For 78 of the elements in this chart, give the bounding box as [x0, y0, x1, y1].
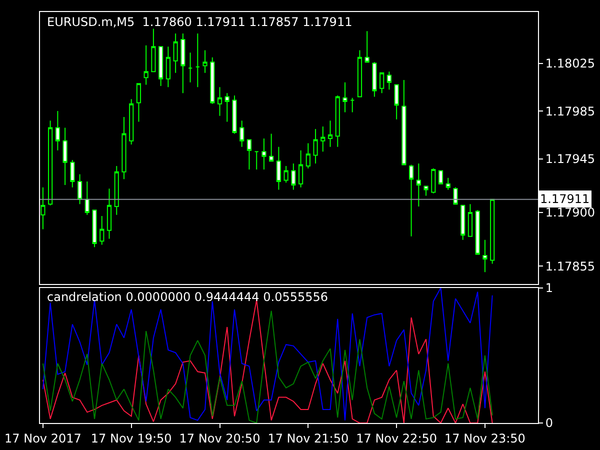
candlestick — [490, 198, 495, 264]
candlestick — [328, 120, 333, 148]
candlestick — [438, 170, 444, 184]
candlestick — [106, 188, 112, 240]
candlestick — [386, 71, 392, 90]
candlestick — [224, 92, 230, 122]
candlestick — [48, 120, 53, 206]
candlestick — [77, 174, 82, 205]
y-tick-label: 1.17945 — [545, 152, 596, 166]
candlestick — [372, 62, 377, 98]
candlestick — [202, 50, 208, 74]
candlestick — [335, 95, 340, 148]
y-tick-label: 1.17900 — [545, 206, 596, 220]
candlestick — [284, 165, 288, 184]
candlestick — [482, 239, 488, 273]
candlestick — [402, 80, 406, 166]
candlestick — [173, 32, 178, 74]
x-tick-label: 17 Nov 21:50 — [268, 431, 349, 446]
y-tick-label: 0 — [545, 416, 554, 430]
candlestick — [232, 95, 237, 134]
candlestick — [306, 142, 310, 169]
chart-title: candrelation 0.0000000 0.9444444 0.0555556 — [47, 290, 328, 304]
candlestick — [180, 32, 186, 94]
candlestick — [298, 150, 304, 188]
candlestick — [424, 186, 428, 196]
candlestick — [320, 126, 326, 152]
x-tick-label: 17 Nov 22:50 — [356, 431, 438, 446]
candlestick — [70, 159, 75, 188]
candlestick — [357, 50, 362, 98]
candlestick — [262, 138, 266, 170]
candlestick — [84, 180, 90, 216]
candlestick — [240, 120, 244, 148]
candlestick — [40, 186, 46, 230]
candlestick — [136, 83, 142, 122]
candlestick — [394, 84, 399, 120]
candlestick — [166, 46, 170, 88]
candlestick — [254, 151, 259, 170]
candlestick — [195, 32, 200, 88]
candlestick — [431, 168, 436, 194]
ref-line-label: 1.17911 — [540, 192, 590, 206]
candlestick — [151, 28, 156, 72]
candlestick — [269, 133, 274, 162]
candlestick — [55, 110, 60, 151]
x-tick-label: 17 Nov 23:50 — [444, 431, 526, 446]
candlestick — [276, 146, 281, 190]
candlestick — [122, 116, 126, 180]
candlestick — [129, 98, 134, 145]
candlestick — [217, 86, 222, 116]
candlestick — [158, 46, 164, 86]
x-tick-label: 17 Nov 20:50 — [179, 431, 260, 446]
x-tick-label: 17 Nov 2017 — [4, 431, 82, 446]
y-tick-label: 1 — [545, 280, 554, 295]
candlestick — [144, 44, 148, 86]
x-tick-label: 17 Nov 19:50 — [90, 431, 172, 446]
candlestick — [342, 82, 348, 113]
candlestick — [188, 52, 193, 83]
candlestick — [460, 204, 466, 240]
candlestick — [408, 164, 414, 237]
y-tick-label: 1.17985 — [545, 104, 596, 118]
y-tick-label: 1.18025 — [545, 56, 596, 71]
chart-title: EURUSD.m,M5 1.17860 1.17911 1.17857 1.17911 — [47, 15, 352, 29]
candlestick — [210, 56, 215, 104]
candlestick — [475, 210, 480, 255]
candlestick — [246, 139, 252, 170]
candlestick — [92, 210, 97, 248]
candlestick — [446, 177, 450, 190]
candlestick — [453, 186, 458, 205]
candlestick — [291, 163, 296, 190]
candlestick — [468, 204, 473, 237]
candlestick — [350, 97, 355, 113]
candlestick — [62, 127, 68, 186]
y-tick-label: 1.17855 — [545, 259, 596, 274]
candlestick — [313, 128, 318, 164]
candlestick — [380, 72, 384, 94]
candlestick — [114, 165, 119, 216]
candlestick — [100, 216, 104, 246]
candlestick — [416, 163, 421, 208]
candlestick — [364, 30, 370, 63]
